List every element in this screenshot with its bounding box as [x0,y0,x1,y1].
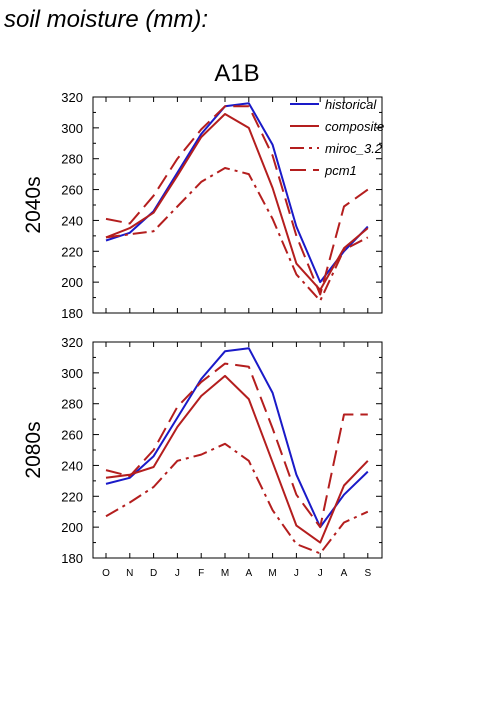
plot-frame [92,341,383,559]
x-tick-label: N [126,568,133,579]
y-tick-label: 280 [61,397,83,412]
legend-label: miroc_3.2 [325,141,383,156]
panel-2040s: 2040s 180 200 220 240 260 280 300 320 historical c… [22,90,384,321]
series-miroc-3-2 [105,167,369,302]
y-tick-label: 260 [61,183,83,198]
y-tick-label: 200 [61,520,83,535]
panel-2080s: 2080s 180 200 220 240 260 280 300 320 O N D J F M A M J J A… [22,335,383,579]
y-tick-label: 180 [61,306,83,321]
chart-panels: 2040s 180 200 220 240 260 280 300 320 historical c… [22,90,384,579]
y-tick-label: 300 [61,366,83,381]
y-tick-label: 280 [61,152,83,167]
y-tick-label: 320 [61,90,83,105]
row-label: 2080s [22,421,45,478]
x-tick-label: J [318,568,323,579]
y-tick-label: 220 [61,244,83,259]
x-tick-label: M [268,568,276,579]
x-tick-label: O [102,568,110,579]
x-tick-label: M [221,568,229,579]
series-miroc-3-2 [105,442,369,555]
y-tick-label: 220 [61,489,83,504]
x-tick-label: J [294,568,299,579]
legend-label: pcm1 [324,163,357,178]
y-tick-label: 200 [61,275,83,290]
y-tick-label: 180 [61,551,83,566]
legend: historical composite miroc_3.2 pcm1 [290,97,384,178]
legend-label: composite [325,119,384,134]
x-tick-label: A [245,568,252,579]
series-pcm1 [105,105,369,296]
row-label: 2040s [22,176,45,233]
y-tick-label: 240 [61,458,83,473]
legend-label: historical [325,97,377,112]
x-tick-label: J [175,568,180,579]
series-composite [105,374,369,544]
y-tick-label: 300 [61,121,83,136]
x-tick-label: F [198,568,204,579]
series-composite [105,113,369,291]
series-historical [105,347,369,529]
scenario-title: A1B [214,60,259,87]
x-tick-label: A [341,568,348,579]
y-tick-label: 260 [61,428,83,443]
x-tick-label: S [364,568,371,579]
y-tick-label: 240 [61,213,83,228]
series-pcm1 [105,362,368,529]
page-title: soil moisture (mm): [4,6,208,33]
y-tick-label: 320 [61,335,83,350]
x-tick-label: D [150,568,157,579]
